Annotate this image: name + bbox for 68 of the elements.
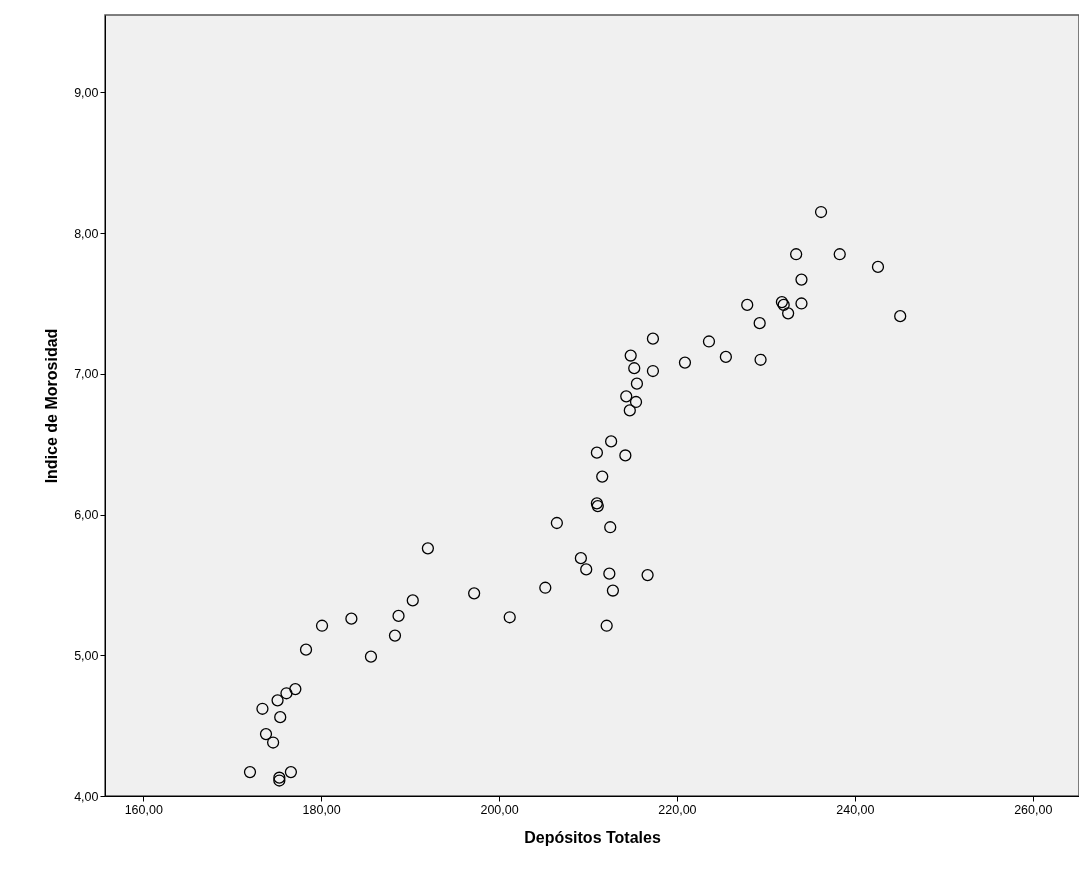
point	[871, 260, 885, 274]
point	[284, 765, 298, 779]
point	[646, 364, 660, 378]
y-axis-title: Indice de Morosidad	[43, 328, 61, 484]
point	[790, 248, 803, 261]
point	[719, 350, 732, 364]
y-tick-label: 5,00	[74, 648, 99, 663]
point	[741, 298, 754, 311]
point	[271, 694, 284, 707]
point	[623, 404, 636, 417]
point	[624, 349, 637, 362]
point	[243, 765, 257, 779]
point	[256, 702, 269, 715]
point	[539, 581, 552, 594]
point	[600, 619, 613, 632]
x-tick-label: 180,00	[302, 802, 341, 817]
point	[266, 736, 280, 749]
point	[315, 619, 329, 632]
x-tick-label: 260,00	[1014, 802, 1053, 817]
point	[754, 353, 767, 366]
point	[299, 643, 313, 656]
point	[550, 516, 563, 530]
point	[641, 568, 654, 582]
point	[574, 552, 588, 565]
x-axis-title: Depósitos Totales	[524, 829, 661, 846]
point	[503, 611, 516, 624]
point	[678, 356, 692, 369]
point	[646, 332, 660, 345]
point	[406, 594, 419, 607]
point	[619, 449, 632, 462]
point	[606, 584, 620, 597]
y-tick-label: 9,00	[74, 85, 99, 100]
point	[259, 727, 273, 741]
point	[392, 609, 405, 622]
point	[894, 310, 907, 323]
point	[590, 446, 604, 459]
point	[468, 587, 481, 600]
point	[421, 542, 435, 555]
point	[345, 612, 358, 625]
x-tick-label: 220,00	[658, 802, 697, 817]
point	[630, 377, 644, 390]
point	[605, 435, 618, 448]
y-tick-label: 8,00	[74, 226, 99, 241]
point	[388, 629, 402, 642]
point	[753, 317, 766, 330]
x-tick-label: 200,00	[480, 802, 519, 817]
point	[833, 248, 846, 261]
x-tick-label: 160,00	[124, 802, 163, 817]
point	[596, 470, 609, 483]
point	[629, 395, 643, 409]
point	[795, 273, 808, 286]
y-tick-label: 7,00	[74, 367, 99, 382]
point	[782, 307, 795, 320]
point	[364, 650, 378, 663]
point	[814, 205, 828, 219]
y-tick-label: 6,00	[74, 508, 99, 523]
point	[795, 297, 808, 310]
point	[274, 711, 287, 724]
y-tick-label: 4,00	[74, 789, 99, 804]
point	[604, 521, 617, 534]
point	[620, 390, 633, 403]
point	[289, 682, 302, 696]
point	[580, 563, 593, 576]
point	[702, 335, 716, 348]
point	[280, 687, 293, 700]
point	[603, 567, 616, 580]
x-tick-label: 240,00	[836, 802, 875, 817]
point	[628, 362, 641, 375]
